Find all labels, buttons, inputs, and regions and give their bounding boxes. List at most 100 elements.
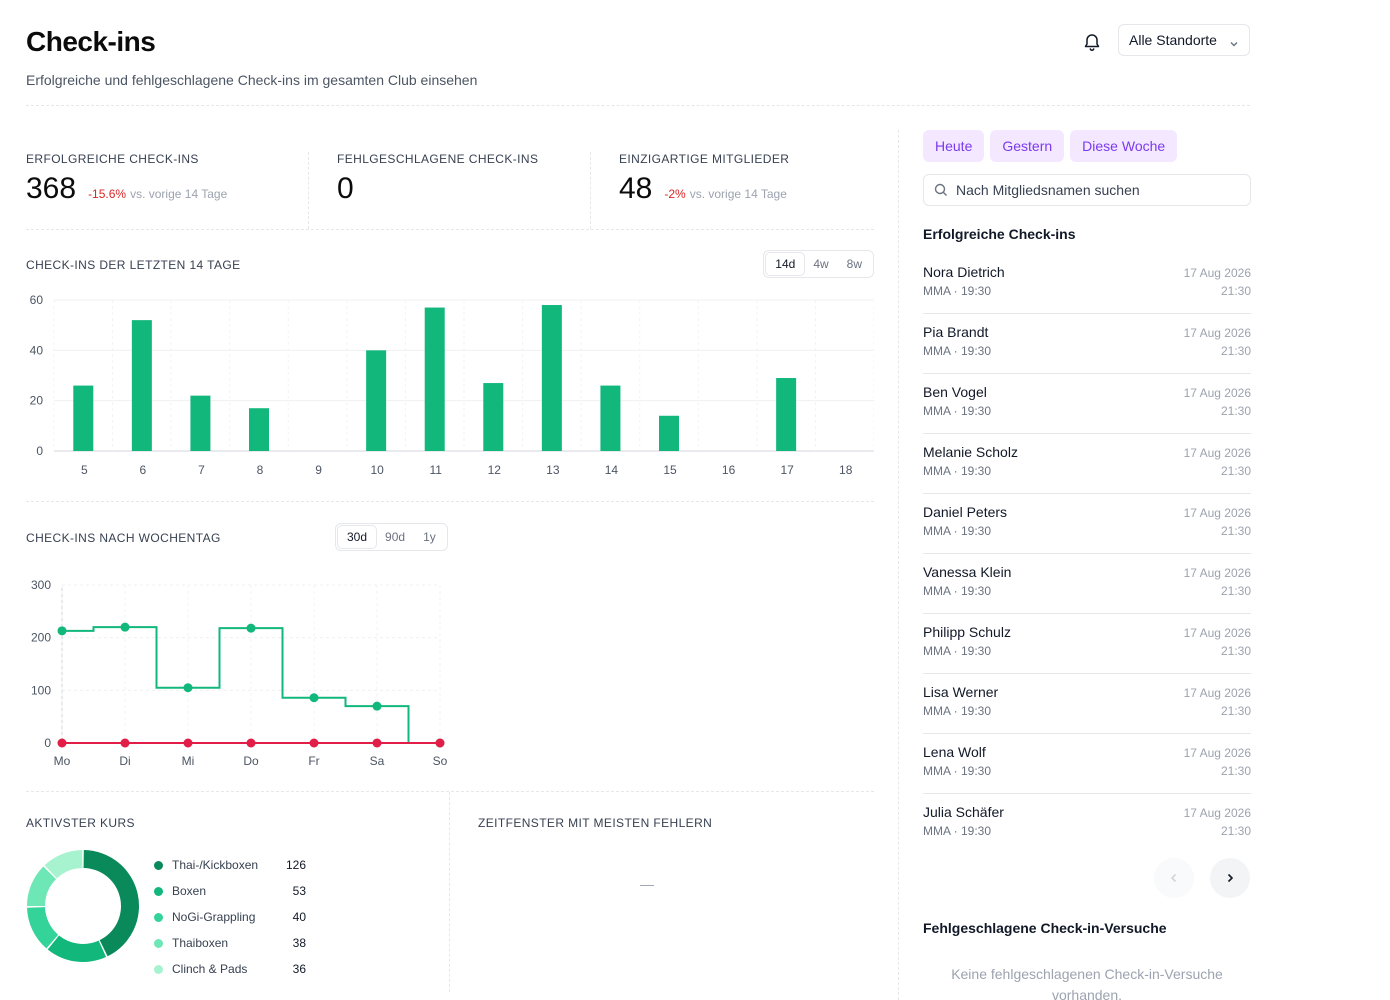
search-box: [923, 174, 1251, 206]
chip-today[interactable]: Heute: [923, 130, 985, 162]
range-4w[interactable]: 4w: [813, 257, 829, 271]
member-name: Lena Wolf: [923, 744, 986, 760]
kpi-value: 48: [619, 172, 653, 205]
list-item[interactable]: Lena Wolf MMA · 19:30 17 Aug 2026 21:30: [923, 734, 1251, 794]
class-info: MMA · 19:30: [923, 404, 992, 418]
range-1y[interactable]: 1y: [423, 530, 436, 544]
bell-icon[interactable]: [1082, 32, 1102, 52]
x-tick-label: 5: [81, 463, 88, 477]
list-item[interactable]: Philipp Schulz MMA · 19:30 17 Aug 2026 21…: [923, 614, 1251, 674]
checkin-clock: 21:30: [1220, 764, 1251, 778]
checkin-sidebar: Heute Gestern Diese Woche Erfolgreiche C…: [898, 130, 1251, 1000]
x-tick-label: 15: [663, 463, 677, 477]
x-tick-label: 6: [140, 463, 147, 477]
checkin-date: 17 Aug 2026: [1183, 386, 1251, 400]
x-tick-label: 13: [546, 463, 560, 477]
range-90d[interactable]: 90d: [385, 530, 406, 544]
legend-value: 126: [285, 858, 306, 872]
bar: [600, 385, 621, 451]
x-tick-label: Mo: [54, 754, 71, 768]
bar: [73, 385, 94, 451]
kpi-successful: Erfolgreiche Check-ins 368 -15.6% vs. vo…: [26, 152, 308, 229]
kurs-legend: Thai-/Kickboxen 126 Boxen 53 NoGi-Grappl…: [154, 852, 306, 982]
checkin-time: 17 Aug 2026 21:30: [1184, 684, 1251, 720]
class-info: MMA · 19:30: [923, 524, 992, 538]
donut-slice: [44, 850, 83, 879]
donut-slice: [27, 866, 57, 907]
failed-empty-state: Keine fehlgeschlagenen Check-in-Versuche…: [951, 966, 1223, 1000]
kpi-label: Einzigartige Mitglieder: [619, 152, 790, 166]
list-item[interactable]: Melanie Scholz MMA · 19:30 17 Aug 2026 21…: [923, 434, 1251, 494]
kurs-title: Aktivster Kurs: [26, 816, 135, 830]
checkin-clock: 21:30: [1220, 704, 1251, 718]
list-item[interactable]: Lisa Werner MMA · 19:30 17 Aug 2026 21:30: [923, 674, 1251, 734]
legend-swatch: [154, 912, 163, 922]
chevron-right-icon: [1227, 873, 1234, 883]
chip-this-week[interactable]: Diese Woche: [1070, 130, 1178, 162]
bar: [776, 378, 797, 451]
kpi-label: Fehlgeschlagene Check-ins: [337, 152, 539, 166]
page-subtitle: Erfolgreiche und fehlgeschlagene Check-i…: [26, 72, 478, 88]
member-name: Melanie Scholz: [923, 444, 1018, 460]
data-point: [309, 693, 319, 703]
checkin-time: 17 Aug 2026 21:30: [1184, 264, 1251, 300]
checkin-clock: 21:30: [1220, 404, 1251, 418]
data-point: [372, 738, 382, 748]
list-item[interactable]: Daniel Peters MMA · 19:30 17 Aug 2026 21:…: [923, 494, 1251, 554]
next-page-button[interactable]: [1210, 858, 1250, 898]
kpi-delta: -2%: [664, 187, 686, 201]
legend-name: Thai-/Kickboxen: [172, 858, 259, 872]
legend-row: Boxen 53: [154, 878, 306, 904]
location-select[interactable]: Alle Standorte: [1118, 24, 1250, 56]
range-8w[interactable]: 8w: [846, 257, 862, 271]
pagination: [1154, 858, 1250, 898]
donut-slice: [27, 907, 59, 949]
member-name: Nora Dietrich: [923, 264, 1005, 280]
checkin-date: 17 Aug 2026: [1183, 266, 1251, 280]
legend-value: 40: [292, 910, 306, 924]
range-30d[interactable]: 30d: [338, 526, 377, 548]
y-tick-label: 60: [30, 293, 44, 307]
donut-slice: [47, 935, 107, 962]
list-item[interactable]: Nora Dietrich MMA · 19:30 17 Aug 2026 21:…: [923, 254, 1251, 314]
list-item[interactable]: Pia Brandt MMA · 19:30 17 Aug 2026 21:30: [923, 314, 1251, 374]
legend-name: NoGi-Grappling: [172, 910, 256, 924]
checkin-date: 17 Aug 2026: [1183, 806, 1251, 820]
class-info: MMA · 19:30: [923, 584, 992, 598]
location-select-value: Alle Standorte: [1129, 32, 1217, 48]
chip-yesterday[interactable]: Gestern: [990, 130, 1065, 162]
bar: [190, 395, 211, 451]
legend-row: Thai-/Kickboxen 126: [154, 852, 306, 878]
bar: [366, 350, 387, 451]
x-tick-label: Do: [243, 754, 259, 768]
fehler-card: Zeitfenster mit meisten Fehlern —: [450, 792, 874, 992]
search-input[interactable]: [924, 175, 1250, 205]
list-item[interactable]: Vanessa Klein MMA · 19:30 17 Aug 2026 21:…: [923, 554, 1251, 614]
checkin-date: 17 Aug 2026: [1183, 566, 1251, 580]
bottom-row: Aktivster Kurs Thai-/Kickboxen 126 Boxen…: [26, 792, 874, 992]
x-tick-label: 11: [429, 463, 442, 477]
data-point: [183, 738, 193, 748]
x-tick-label: Mi: [182, 754, 195, 768]
y-tick-label: 300: [31, 578, 51, 592]
checkin-clock: 21:30: [1220, 584, 1251, 598]
member-name: Pia Brandt: [923, 324, 989, 340]
bar: [659, 415, 679, 451]
legend-value: 38: [292, 936, 306, 950]
list-item[interactable]: Ben Vogel MMA · 19:30 17 Aug 2026 21:30: [923, 374, 1251, 434]
fehler-title: Zeitfenster mit meisten Fehlern: [478, 816, 713, 830]
list-item[interactable]: Julia Schäfer MMA · 19:30 17 Aug 2026 21:…: [923, 794, 1251, 854]
member-name: Lisa Werner: [923, 684, 999, 700]
main-content: Erfolgreiche Check-ins 368 -15.6% vs. vo…: [26, 130, 874, 992]
kpi-row: Erfolgreiche Check-ins 368 -15.6% vs. vo…: [26, 130, 874, 230]
prev-page-button[interactable]: [1154, 858, 1194, 898]
range-14d[interactable]: 14d: [766, 253, 805, 275]
bar: [131, 320, 152, 451]
kpi-unique-members: Einzigartige Mitglieder 48 -2% vs. vorig…: [590, 152, 817, 229]
checkin-date: 17 Aug 2026: [1183, 506, 1251, 520]
kpi-comparison: vs. vorige 14 Tage: [689, 187, 787, 201]
x-tick-label: 18: [839, 463, 853, 477]
checkin-clock: 21:30: [1220, 344, 1251, 358]
class-info: MMA · 19:30: [923, 284, 992, 298]
x-tick-label: 10: [370, 463, 384, 477]
